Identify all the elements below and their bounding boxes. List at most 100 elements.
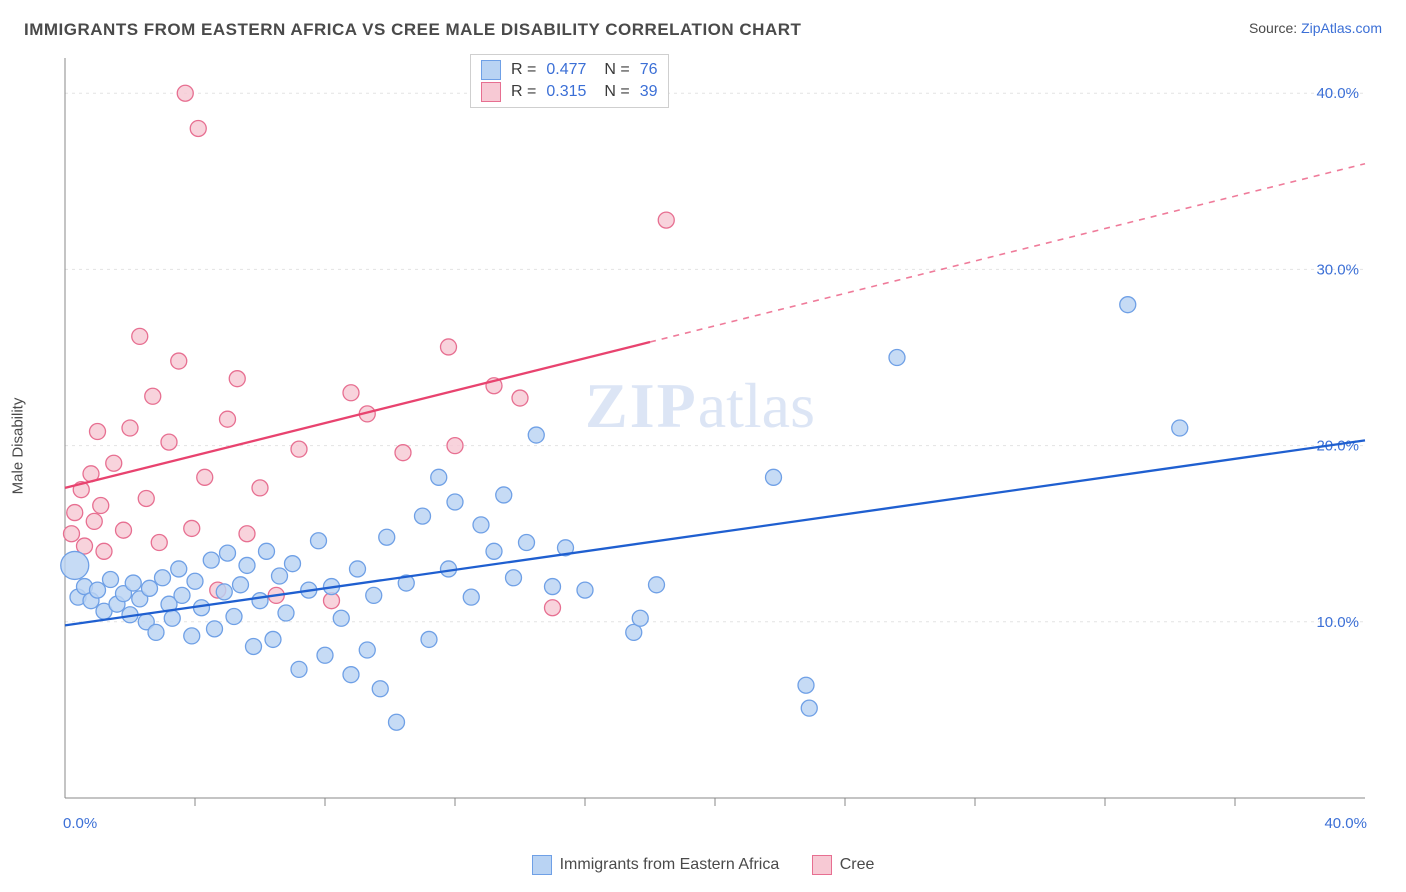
blue-point [389,714,405,730]
n-value-pink: 39 [640,83,658,101]
r-label: R = [511,83,536,101]
y-tick-label: 40.0% [1316,85,1359,102]
legend-item-blue: Immigrants from Eastern Africa [532,855,780,875]
x-tick-label: 0.0% [63,815,97,832]
pink-point [122,420,138,436]
blue-swatch [481,60,501,80]
blue-point [226,609,242,625]
source-label: Source: [1249,20,1297,36]
blue-point [142,580,158,596]
n-value-blue: 76 [640,61,658,79]
blue-point [220,545,236,561]
blue-point [421,631,437,647]
blue-point [350,561,366,577]
blue-swatch [532,855,552,875]
blue-point [239,557,255,573]
blue-point [259,543,275,559]
pink-point [184,520,200,536]
blue-point [171,561,187,577]
pink-point [90,424,106,440]
blue-point [291,661,307,677]
blue-point [486,543,502,559]
pink-point [138,490,154,506]
blue-point [473,517,489,533]
legend-row-blue: R = 0.477 N = 76 [481,59,658,81]
blue-point [359,642,375,658]
blue-point [343,667,359,683]
chart-svg: 10.0%20.0%30.0%40.0%0.0%40.0% [55,48,1385,838]
blue-point [366,587,382,603]
blue-point [278,605,294,621]
blue-point [272,568,288,584]
pink-point [190,120,206,136]
blue-point [187,573,203,589]
r-label: R = [511,61,536,79]
blue-point [317,647,333,663]
correlation-legend: R = 0.477 N = 76 R = 0.315 N = 39 [470,54,669,108]
y-tick-label: 10.0% [1316,614,1359,631]
blue-point [447,494,463,510]
x-tick-label: 40.0% [1324,815,1367,832]
pink-point [67,505,83,521]
blue-point [164,610,180,626]
blue-point [431,469,447,485]
pink-point [106,455,122,471]
pink-swatch [481,82,501,102]
blue-point [632,610,648,626]
pink-trendline-extrapolated [650,164,1365,342]
source-citation: Source: ZipAtlas.com [1249,20,1382,36]
r-value-pink: 0.315 [546,83,586,101]
blue-point [184,628,200,644]
blue-point [103,572,119,588]
blue-point [285,556,301,572]
n-label: N = [604,83,629,101]
blue-point [801,700,817,716]
blue-point [148,624,164,640]
blue-point [1172,420,1188,436]
blue-point [252,593,268,609]
blue-point [577,582,593,598]
legend-label-blue: Immigrants from Eastern Africa [560,856,780,874]
blue-point [125,575,141,591]
pink-point [220,411,236,427]
pink-point [343,385,359,401]
blue-point [90,582,106,598]
blue-point [519,535,535,551]
pink-point [151,535,167,551]
pink-point [171,353,187,369]
pink-point [239,526,255,542]
pink-point [96,543,112,559]
blue-point [1120,297,1136,313]
chart-title: IMMIGRANTS FROM EASTERN AFRICA VS CREE M… [24,20,801,40]
pink-point [161,434,177,450]
blue-point [415,508,431,524]
blue-point [372,681,388,697]
pink-point [197,469,213,485]
pink-swatch [812,855,832,875]
pink-point [229,371,245,387]
r-value-blue: 0.477 [546,61,586,79]
series-legend: Immigrants from Eastern Africa Cree [0,855,1406,880]
scatter-plot: 10.0%20.0%30.0%40.0%0.0%40.0% [55,48,1385,843]
pink-point [86,513,102,529]
pink-point [145,388,161,404]
legend-item-pink: Cree [812,855,875,875]
blue-point [203,552,219,568]
pink-point [177,85,193,101]
blue-point [506,570,522,586]
pink-point [132,328,148,344]
blue-point [463,589,479,605]
pink-point [64,526,80,542]
pink-trendline [65,342,650,488]
blue-point [889,350,905,366]
blue-point [528,427,544,443]
pink-point [93,498,109,514]
blue-point [155,570,171,586]
blue-point [207,621,223,637]
blue-point [496,487,512,503]
blue-point [174,587,190,603]
blue-point [61,551,89,579]
blue-point [798,677,814,693]
source-value: ZipAtlas.com [1301,20,1382,36]
n-label: N = [604,61,629,79]
